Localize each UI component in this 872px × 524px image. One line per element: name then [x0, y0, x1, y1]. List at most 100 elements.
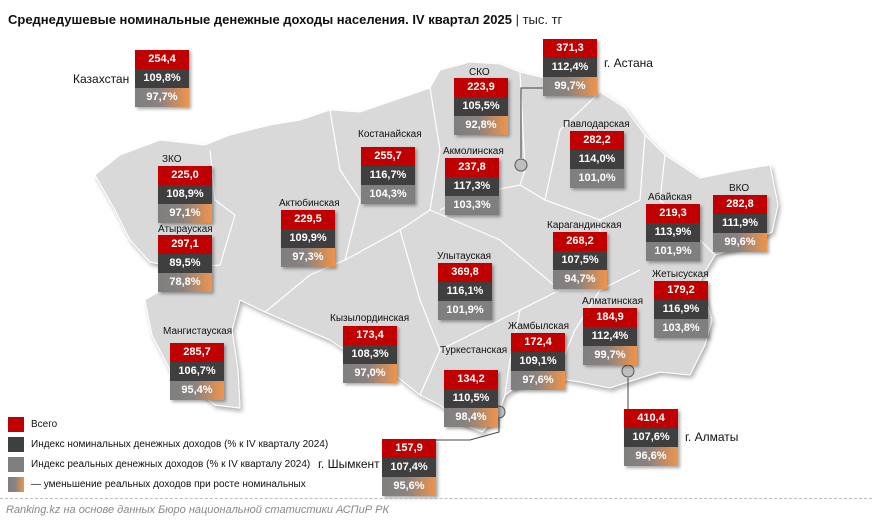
region-label: Улытауская [437, 251, 492, 262]
region-data-box: 173,4 108,3% 97,0% [343, 326, 397, 383]
real-index: 96,6% [624, 447, 678, 466]
total-value: 255,7 [361, 147, 415, 166]
region-label: Атырауская [158, 224, 213, 235]
nominal-index: 112,4% [543, 58, 597, 77]
real-index: 99,7% [583, 346, 637, 365]
total-value: 369,8 [438, 263, 492, 282]
real-index: 104,3% [361, 185, 415, 204]
legend-swatch-real [8, 456, 24, 472]
nominal-index: 110,5% [444, 389, 498, 408]
region-label: Абайская [648, 192, 692, 203]
total-value: 371,3 [543, 39, 597, 58]
real-index: 101,9% [646, 242, 700, 261]
nominal-index: 116,1% [438, 282, 492, 301]
nominal-index: 89,5% [158, 254, 212, 273]
total-value: 229,5 [281, 210, 335, 229]
legend-swatch-nominal [8, 436, 24, 452]
region-label: Жетысуская [652, 269, 709, 280]
region-data-box: 134,2 110,5% 98,4% [444, 370, 498, 427]
nominal-index: 111,9% [713, 214, 767, 233]
legend-item-nominal: Индекс номинальных денежных доходов (% к… [8, 434, 328, 454]
region-label: Кызылординская [330, 313, 410, 324]
legend-label: — уменьшение реальных доходов при росте … [31, 478, 306, 490]
region-label: Казахстан [73, 72, 130, 86]
region-data-box: 369,8 116,1% 101,9% [438, 263, 492, 320]
total-value: 184,9 [583, 308, 637, 327]
legend-label: Индекс реальных денежных доходов (% к IV… [31, 458, 311, 470]
nominal-index: 108,9% [158, 185, 212, 204]
region-label: г. Шымкент [318, 457, 380, 471]
total-value: 268,2 [553, 232, 607, 251]
region-data-box: 410,4 107,6% 96,6% [624, 409, 678, 466]
real-index: 101,0% [570, 169, 624, 188]
total-value: 254,4 [135, 50, 189, 69]
region-label: г. Астана [604, 56, 653, 70]
nominal-index: 108,3% [343, 345, 397, 364]
nominal-index: 109,9% [281, 229, 335, 248]
total-value: 285,7 [170, 343, 224, 362]
total-value: 282,2 [570, 131, 624, 150]
real-index: 97,3% [281, 248, 335, 267]
region-data-box: 225,0 108,9% 97,1% [158, 166, 212, 223]
region-data-box: 282,2 114,0% 101,0% [570, 131, 624, 188]
total-value: 172,4 [511, 333, 565, 352]
region-label: Алматинская [582, 296, 643, 307]
real-index: 99,7% [543, 77, 597, 96]
real-index: 101,9% [438, 301, 492, 320]
legend-item-total: Всего [8, 414, 328, 434]
real-index: 103,8% [654, 319, 708, 338]
region-data-box: 223,9 105,5% 92,8% [454, 78, 508, 135]
leader-lines [436, 87, 629, 441]
real-index: 98,4% [444, 408, 498, 427]
real-index: 97,7% [135, 88, 189, 107]
region-data-box: 371,3 112,4% 99,7% [543, 39, 597, 96]
nominal-index: 107,4% [382, 458, 436, 477]
nominal-index: 116,7% [361, 166, 415, 185]
region-data-box: 254,4 109,8% 97,7% [135, 50, 189, 107]
legend: Всего Индекс номинальных денежных доходо… [8, 414, 328, 494]
region-data-box: 255,7 116,7% 104,3% [361, 147, 415, 204]
total-value: 173,4 [343, 326, 397, 345]
nominal-index: 116,9% [654, 300, 708, 319]
total-value: 282,8 [713, 195, 767, 214]
region-data-box: 285,7 106,7% 95,4% [170, 343, 224, 400]
legend-item-real: Индекс реальных денежных доходов (% к IV… [8, 454, 328, 474]
region-data-box: 229,5 109,9% 97,3% [281, 210, 335, 267]
region-label: Костанайская [358, 129, 422, 140]
legend-swatch-decline [8, 476, 24, 492]
real-index: 97,0% [343, 364, 397, 383]
real-index: 99,6% [713, 233, 767, 252]
region-data-box: 237,8 117,3% 103,3% [445, 158, 499, 215]
nominal-index: 113,9% [646, 223, 700, 242]
total-value: 179,2 [654, 281, 708, 300]
nominal-index: 106,7% [170, 362, 224, 381]
total-value: 223,9 [454, 78, 508, 97]
nominal-index: 114,0% [570, 150, 624, 169]
region-data-box: 172,4 109,1% 97,6% [511, 333, 565, 390]
legend-label: Всего [31, 418, 58, 430]
unit-text: тыс. тг [522, 12, 563, 27]
total-value: 157,9 [382, 439, 436, 458]
nominal-index: 112,4% [583, 327, 637, 346]
real-index: 95,4% [170, 381, 224, 400]
total-value: 237,8 [445, 158, 499, 177]
title-unit: | тыс. тг [515, 12, 563, 27]
region-label: Туркестанская [440, 345, 508, 356]
region-data-box: 297,1 89,5% 78,8% [158, 235, 212, 292]
real-index: 92,8% [454, 116, 508, 135]
total-value: 225,0 [158, 166, 212, 185]
source-note: Ranking.kz на основе данных Бюро национа… [6, 504, 389, 516]
region-label: Павлодарская [563, 119, 630, 130]
legend-item-decline: — уменьшение реальных доходов при росте … [8, 474, 328, 494]
total-value: 410,4 [624, 409, 678, 428]
nominal-index: 117,3% [445, 177, 499, 196]
real-index: 78,8% [158, 273, 212, 292]
real-index: 103,3% [445, 196, 499, 215]
astana-marker [514, 158, 528, 172]
region-data-box: 184,9 112,4% 99,7% [583, 308, 637, 365]
region-data-box: 157,9 107,4% 95,6% [382, 439, 436, 496]
region-label: ЗКО [162, 154, 182, 165]
region-label: г. Алматы [685, 430, 739, 444]
region-label: СКО [469, 67, 490, 78]
